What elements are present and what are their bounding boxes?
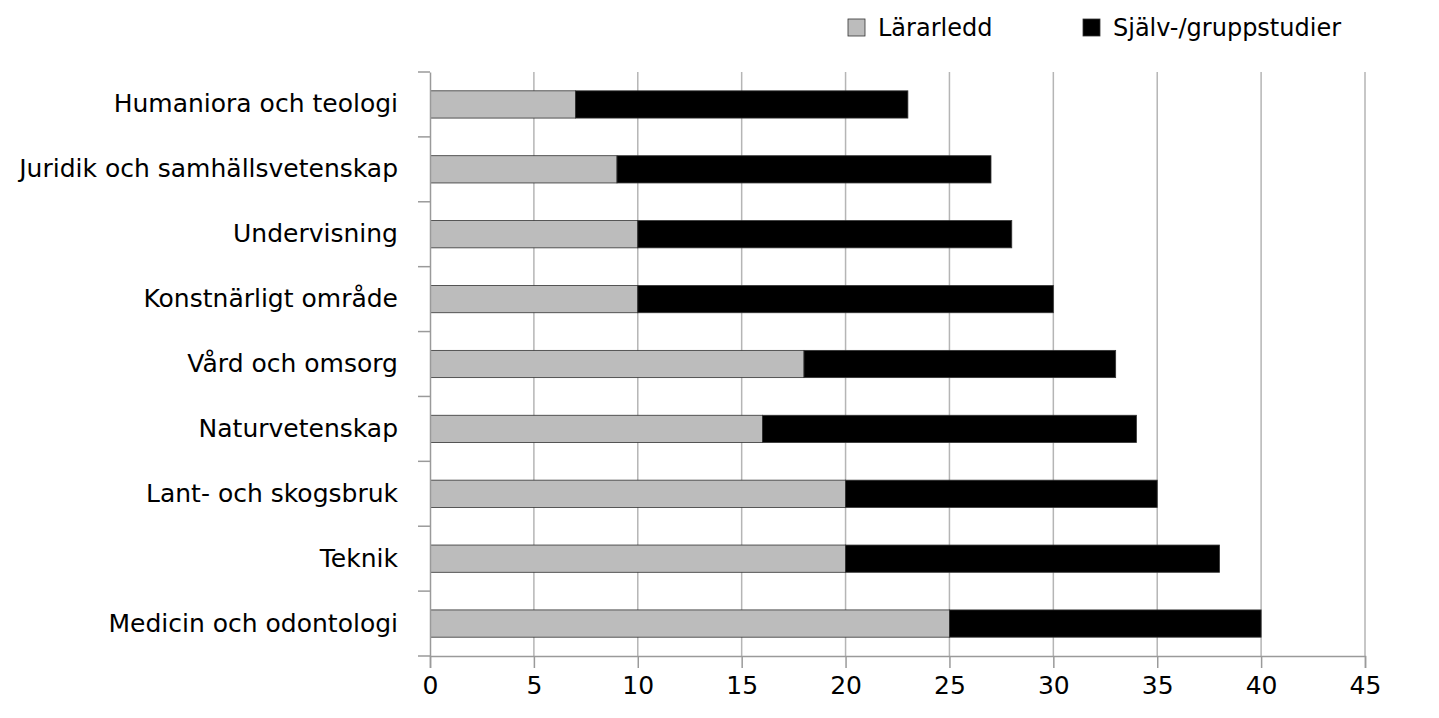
x-tick: 10 (622, 656, 654, 700)
y-tick: Konstnärligt område (143, 284, 430, 313)
x-tick-mark (949, 656, 951, 668)
x-tick: 5 (526, 656, 542, 700)
category-separator (418, 331, 430, 333)
bar (430, 156, 617, 183)
x-tick-mark (430, 656, 432, 668)
y-tick: Teknik (319, 544, 430, 573)
x-tick-mark (741, 656, 743, 668)
bar (430, 545, 846, 572)
bar (846, 480, 1158, 507)
x-tick-label: 10 (622, 671, 654, 700)
legend-label: Lärarledd (878, 14, 992, 42)
y-tick: Naturvetenskap (199, 414, 430, 443)
x-tick-mark (1157, 656, 1159, 668)
bar (430, 285, 638, 312)
y-tick-label: Humaniora och teologi (114, 89, 398, 118)
x-tick-mark (1053, 656, 1055, 668)
x-tick-label: 25 (934, 671, 966, 700)
y-tick-label: Lant- och skogsbruk (146, 479, 398, 508)
bar (949, 610, 1261, 637)
bar (638, 221, 1012, 248)
y-tick-label: Naturvetenskap (199, 414, 398, 443)
y-tick-label: Medicin och odontologi (108, 609, 398, 638)
category-separator (418, 461, 430, 463)
bar (846, 545, 1220, 572)
y-tick: Juridik och samhällsvetenskap (17, 154, 430, 183)
x-tick: 20 (830, 656, 862, 700)
x-tick: 45 (1350, 656, 1382, 700)
bar (804, 350, 1116, 377)
bar (430, 610, 949, 637)
legend-label: Själv-/gruppstudier (1113, 14, 1341, 42)
x-tick-mark (1365, 656, 1367, 668)
bars (430, 91, 1261, 637)
bar (430, 221, 638, 248)
category-separator (418, 201, 430, 203)
x-tick: 25 (934, 656, 966, 700)
x-tick-mark (534, 656, 536, 668)
category-separator (418, 396, 430, 398)
x-tick-label: 45 (1350, 671, 1382, 700)
category-separator (418, 655, 430, 657)
y-tick-label: Teknik (319, 544, 399, 573)
bar (617, 156, 991, 183)
category-separator (418, 71, 430, 73)
bar (430, 480, 846, 507)
legend-swatch (848, 19, 865, 36)
x-tick: 0 (423, 656, 439, 700)
bar (430, 91, 575, 118)
category-separator (418, 136, 430, 138)
x-tick-label: 5 (526, 671, 542, 700)
x-axis: 0 5 10 15 20 25 30 35 40 45 (423, 656, 1382, 700)
legend-item: Själv-/gruppstudier (1083, 14, 1341, 42)
category-separator (418, 266, 430, 268)
x-tick-label: 0 (423, 671, 439, 700)
x-axis-line (431, 657, 1366, 669)
chart: 0 5 10 15 20 25 30 35 40 45 Humaniora och teologi J… (0, 0, 1439, 718)
x-tick-mark (1261, 656, 1263, 668)
grid-line (1260, 72, 1262, 656)
y-tick: Humaniora och teologi (114, 89, 430, 118)
x-tick-label: 30 (1038, 671, 1070, 700)
x-tick-label: 40 (1246, 671, 1278, 700)
y-tick: Lant- och skogsbruk (146, 479, 430, 508)
y-tick-label: Undervisning (233, 219, 398, 248)
y-tick-label: Juridik och samhällsvetenskap (17, 154, 398, 183)
grid-line (1364, 72, 1366, 656)
legend-item: Lärarledd (848, 14, 992, 42)
y-tick: Undervisning (233, 219, 430, 248)
x-tick: 40 (1246, 656, 1278, 700)
bar (638, 285, 1054, 312)
y-tick-label: Konstnärligt område (143, 284, 398, 313)
y-axis-line (430, 73, 432, 657)
bar (575, 91, 907, 118)
category-separator (418, 525, 430, 527)
x-tick: 35 (1142, 656, 1174, 700)
bar (430, 415, 762, 442)
x-tick-label: 35 (1142, 671, 1174, 700)
bar (762, 415, 1136, 442)
y-tick: Medicin och odontologi (108, 609, 430, 638)
legend: Lärarledd Själv-/gruppstudier (848, 14, 1341, 42)
legend-swatch (1083, 19, 1100, 36)
x-tick-mark (638, 656, 640, 668)
x-tick-label: 15 (726, 671, 758, 700)
y-tick-label: Vård och omsorg (187, 349, 398, 378)
x-tick: 30 (1038, 656, 1070, 700)
y-tick: Vård och omsorg (187, 349, 430, 378)
bar-series (575, 91, 1261, 637)
x-tick-label: 20 (830, 671, 862, 700)
y-axis: Humaniora och teologi Juridik och samhäll… (17, 72, 430, 657)
x-tick: 15 (726, 656, 758, 700)
bar (430, 350, 804, 377)
x-tick-mark (845, 656, 847, 668)
category-separator (418, 590, 430, 592)
